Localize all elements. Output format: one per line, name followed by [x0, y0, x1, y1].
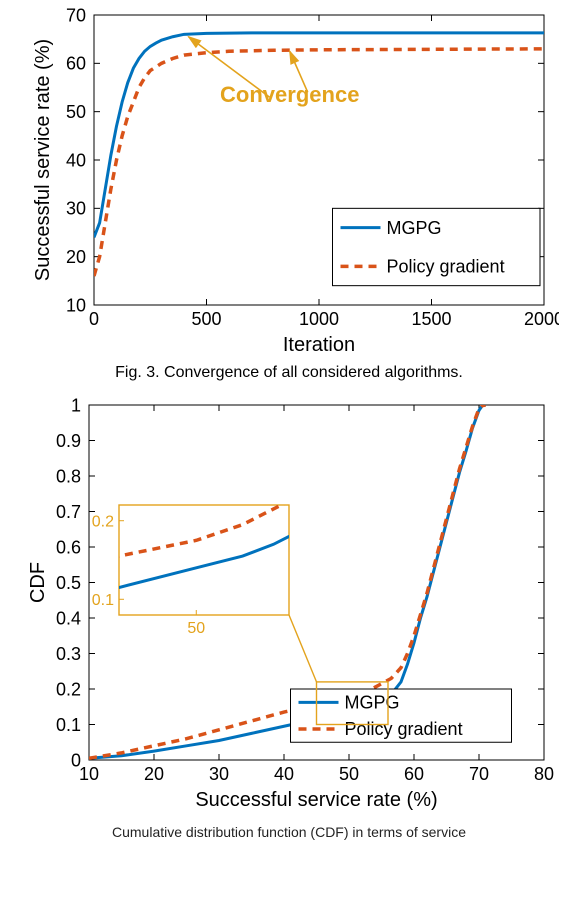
- svg-text:MGPG: MGPG: [345, 693, 400, 713]
- svg-text:0.9: 0.9: [56, 431, 81, 451]
- svg-text:20: 20: [66, 247, 86, 267]
- svg-text:10: 10: [66, 295, 86, 315]
- svg-text:50: 50: [66, 102, 86, 122]
- svg-text:1: 1: [71, 395, 81, 415]
- svg-text:60: 60: [66, 54, 86, 74]
- svg-text:CDF: CDF: [27, 562, 49, 603]
- svg-text:0.1: 0.1: [92, 592, 114, 609]
- svg-text:0.1: 0.1: [56, 715, 81, 735]
- svg-text:1500: 1500: [411, 309, 451, 329]
- svg-text:500: 500: [191, 309, 221, 329]
- svg-text:Successful service rate (%): Successful service rate (%): [195, 789, 437, 811]
- svg-text:50: 50: [187, 620, 205, 637]
- svg-text:Convergence: Convergence: [220, 82, 359, 107]
- svg-text:20: 20: [144, 764, 164, 784]
- svg-text:0.2: 0.2: [56, 679, 81, 699]
- svg-text:30: 30: [209, 764, 229, 784]
- svg-text:Policy gradient: Policy gradient: [345, 719, 463, 739]
- svg-text:10: 10: [79, 764, 99, 784]
- svg-text:0.5: 0.5: [56, 573, 81, 593]
- svg-text:70: 70: [66, 5, 86, 25]
- svg-text:Iteration: Iteration: [283, 334, 355, 356]
- fig3-convergence-chart: 0 500 1000 1500 2000 10 20 30 40 50 60 70 Iteration S…: [19, 0, 559, 360]
- svg-text:Policy gradient: Policy gradient: [387, 257, 505, 277]
- svg-text:80: 80: [534, 764, 554, 784]
- svg-text:30: 30: [66, 199, 86, 219]
- svg-text:50: 50: [339, 764, 359, 784]
- svg-text:0.3: 0.3: [56, 644, 81, 664]
- svg-text:Successful service rate (%): Successful service rate (%): [32, 39, 54, 281]
- svg-text:MGPG: MGPG: [387, 218, 442, 238]
- fig4-cdf-chart: 10 20 30 40 50 60 70 80 0 0.1 0.2 0.3 0.4 0.5 0.6 0.7 0.…: [19, 390, 559, 820]
- svg-text:0.6: 0.6: [56, 537, 81, 557]
- svg-text:0.2: 0.2: [92, 513, 114, 530]
- svg-text:0: 0: [71, 750, 81, 770]
- svg-text:40: 40: [274, 764, 294, 784]
- svg-text:0.4: 0.4: [56, 608, 81, 628]
- fig4-caption: Cumulative distribution function (CDF) i…: [19, 824, 559, 840]
- svg-text:60: 60: [404, 764, 424, 784]
- svg-text:40: 40: [66, 150, 86, 170]
- svg-text:1000: 1000: [299, 309, 339, 329]
- svg-text:0.8: 0.8: [56, 466, 81, 486]
- svg-text:70: 70: [469, 764, 489, 784]
- fig3-caption: Fig. 3. Convergence of all considered al…: [115, 364, 463, 382]
- svg-text:0: 0: [89, 309, 99, 329]
- svg-text:2000: 2000: [524, 309, 559, 329]
- svg-text:0.7: 0.7: [56, 502, 81, 522]
